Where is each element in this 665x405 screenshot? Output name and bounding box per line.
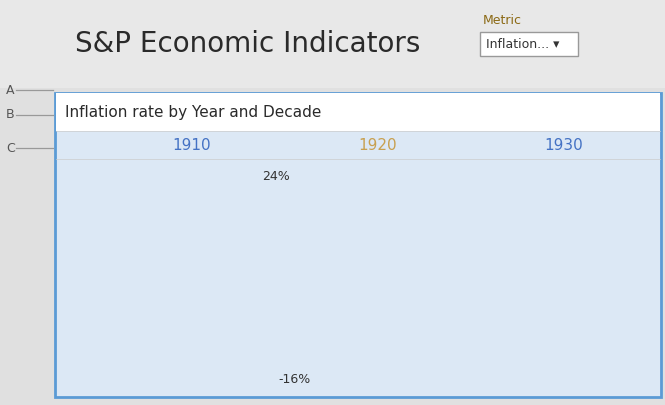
Bar: [622, 296, 636, 318]
Bar: [511, 296, 525, 339]
FancyBboxPatch shape: [55, 93, 661, 397]
Text: 1910: 1910: [173, 138, 211, 153]
FancyBboxPatch shape: [480, 32, 578, 56]
Text: Inflation rate by Year and Decade: Inflation rate by Year and Decade: [65, 104, 321, 119]
Text: S&P Economic Indicators: S&P Economic Indicators: [75, 30, 420, 58]
Bar: [269, 193, 283, 296]
Bar: [604, 296, 618, 322]
Bar: [473, 296, 487, 301]
Text: A: A: [6, 83, 15, 96]
Bar: [362, 279, 376, 296]
Bar: [0, 0, 665, 88]
Bar: [56, 93, 660, 131]
Text: C: C: [6, 141, 15, 154]
Text: 1920: 1920: [358, 138, 397, 153]
Bar: [287, 296, 301, 365]
Bar: [640, 296, 654, 305]
Bar: [213, 206, 227, 296]
Bar: [101, 288, 115, 296]
Text: Metric: Metric: [483, 14, 522, 27]
Text: -16%: -16%: [278, 373, 311, 386]
Bar: [306, 296, 320, 318]
Bar: [471, 159, 657, 391]
Bar: [325, 284, 338, 296]
Text: 24%: 24%: [262, 171, 289, 183]
Bar: [399, 296, 413, 305]
Bar: [99, 159, 285, 391]
Bar: [492, 296, 506, 335]
Text: B: B: [6, 109, 15, 122]
Bar: [231, 237, 245, 296]
Text: 1930: 1930: [545, 138, 583, 153]
Bar: [529, 296, 543, 326]
Text: Inflation... ▾: Inflation... ▾: [486, 38, 559, 51]
Bar: [380, 288, 394, 296]
Bar: [250, 232, 264, 296]
Bar: [285, 159, 471, 391]
Bar: [194, 266, 208, 296]
